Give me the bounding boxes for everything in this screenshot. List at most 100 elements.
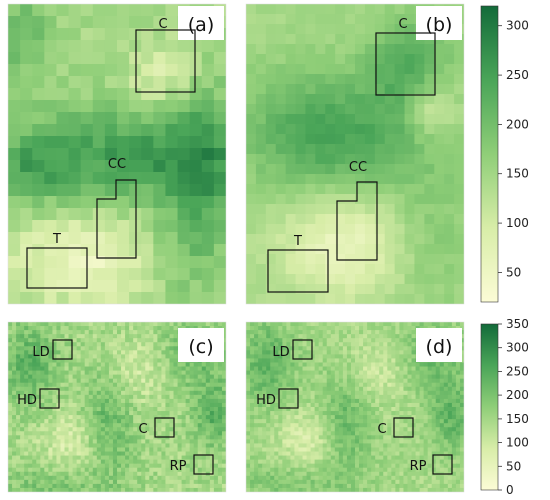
heatmap-cell	[56, 28, 70, 41]
heatmap-cell	[76, 334, 82, 339]
heatmap-cell	[305, 274, 316, 285]
heatmap-cell	[403, 330, 409, 335]
heatmap-cell	[32, 390, 37, 396]
heatmap-cell	[76, 467, 82, 473]
heatmap-cell	[169, 402, 175, 408]
heatmap-cell	[161, 378, 167, 384]
heatmap-cell	[411, 338, 417, 343]
heatmap-cell	[375, 431, 380, 436]
heatmap-cell	[193, 443, 199, 449]
heatmap-cell	[424, 84, 435, 95]
heatmap-cell	[129, 419, 134, 424]
heatmap-cell	[108, 350, 114, 355]
heatmap-cell	[255, 204, 267, 215]
heatmap-cell	[117, 326, 122, 331]
heatmap-cell	[76, 479, 82, 485]
heatmap-cell	[404, 94, 416, 105]
heatmap-cell	[165, 160, 179, 173]
heatmap-cell	[364, 214, 376, 225]
heatmap-cell	[258, 419, 263, 424]
heatmap-cell	[310, 346, 316, 351]
heatmap-cell	[258, 350, 263, 355]
heatmap-cell	[8, 16, 21, 29]
heatmap-cell	[221, 427, 226, 432]
heatmap-cell	[80, 407, 86, 412]
heatmap-cell	[68, 268, 82, 281]
heatmap-cell	[294, 435, 300, 440]
heatmap-cell	[64, 483, 70, 489]
heatmap-cell	[36, 358, 41, 364]
heatmap-cell	[141, 467, 146, 473]
heatmap-cell	[266, 330, 271, 335]
heatmap-cell	[173, 326, 179, 331]
heatmap-cell	[185, 407, 191, 412]
heatmap-cell	[68, 160, 82, 173]
heatmap-cell	[185, 439, 191, 445]
heatmap-cell	[330, 350, 336, 355]
heatmap-cell	[305, 184, 316, 195]
heatmap-cell	[60, 342, 66, 347]
heatmap-cell	[76, 455, 82, 461]
heatmap-cell	[88, 386, 94, 392]
heatmap-cell	[48, 423, 54, 428]
heatmap-cell	[439, 370, 445, 376]
heatmap-cell	[447, 398, 453, 404]
heatmap-cell	[20, 443, 25, 449]
heatmap-cell	[125, 326, 130, 331]
heatmap-cell	[278, 419, 283, 424]
heatmap-cell	[96, 483, 102, 489]
heatmap-cell	[20, 402, 25, 408]
heatmap-cell	[161, 398, 167, 404]
heatmap-cell	[443, 419, 449, 424]
heatmap-cell	[80, 378, 86, 384]
heatmap-cell	[419, 374, 425, 380]
heatmap-cell	[40, 407, 45, 412]
heatmap-cell	[314, 342, 320, 347]
heatmap-cell	[435, 411, 441, 416]
heatmap-cell	[459, 362, 464, 368]
heatmap-cell	[80, 136, 94, 149]
heatmap-cell	[315, 54, 326, 65]
heatmap-cell	[447, 370, 453, 376]
heatmap-cell	[265, 54, 277, 65]
heatmap-cell	[290, 390, 296, 396]
heatmap-cell	[265, 174, 277, 185]
heatmap-cell	[246, 4, 257, 15]
heatmap-cell	[258, 322, 263, 327]
heatmap-cell	[302, 366, 308, 372]
heatmap-cell	[32, 280, 45, 293]
heatmap-cell	[189, 411, 195, 416]
heatmap-cell	[88, 479, 94, 485]
heatmap-cell	[177, 431, 183, 436]
heatmap-cell	[302, 431, 308, 436]
heatmap-cell	[255, 24, 267, 35]
heatmap-cell	[197, 322, 203, 327]
heatmap-cell	[68, 40, 82, 53]
heatmap-cell	[189, 256, 203, 269]
heatmap-cell	[266, 354, 271, 360]
heatmap-cell	[325, 104, 336, 115]
heatmap-cell	[270, 342, 275, 347]
heatmap-cell	[454, 164, 464, 175]
heatmap-cell	[394, 54, 406, 65]
heatmap-cell	[326, 334, 332, 339]
heatmap-cell	[20, 322, 25, 327]
heatmap-cell	[314, 415, 320, 420]
heatmap-cell	[384, 14, 396, 25]
heatmap-cell	[415, 411, 421, 416]
heatmap-cell	[275, 234, 287, 245]
heatmap-cell	[189, 455, 195, 461]
heatmap-cell	[165, 455, 171, 461]
heatmap-cell	[108, 370, 114, 376]
heatmap-cell	[423, 402, 429, 408]
heatmap-cell	[290, 334, 296, 339]
heatmap-cell	[44, 40, 58, 53]
heatmap-cell	[334, 378, 340, 384]
heatmap-cell	[403, 350, 409, 355]
heatmap-cell	[64, 411, 70, 416]
heatmap-cell	[221, 463, 226, 469]
heatmap-cell	[383, 427, 388, 432]
heatmap-cell	[423, 322, 429, 327]
heatmap-cell	[56, 292, 70, 304]
heatmap-cell	[157, 439, 163, 445]
